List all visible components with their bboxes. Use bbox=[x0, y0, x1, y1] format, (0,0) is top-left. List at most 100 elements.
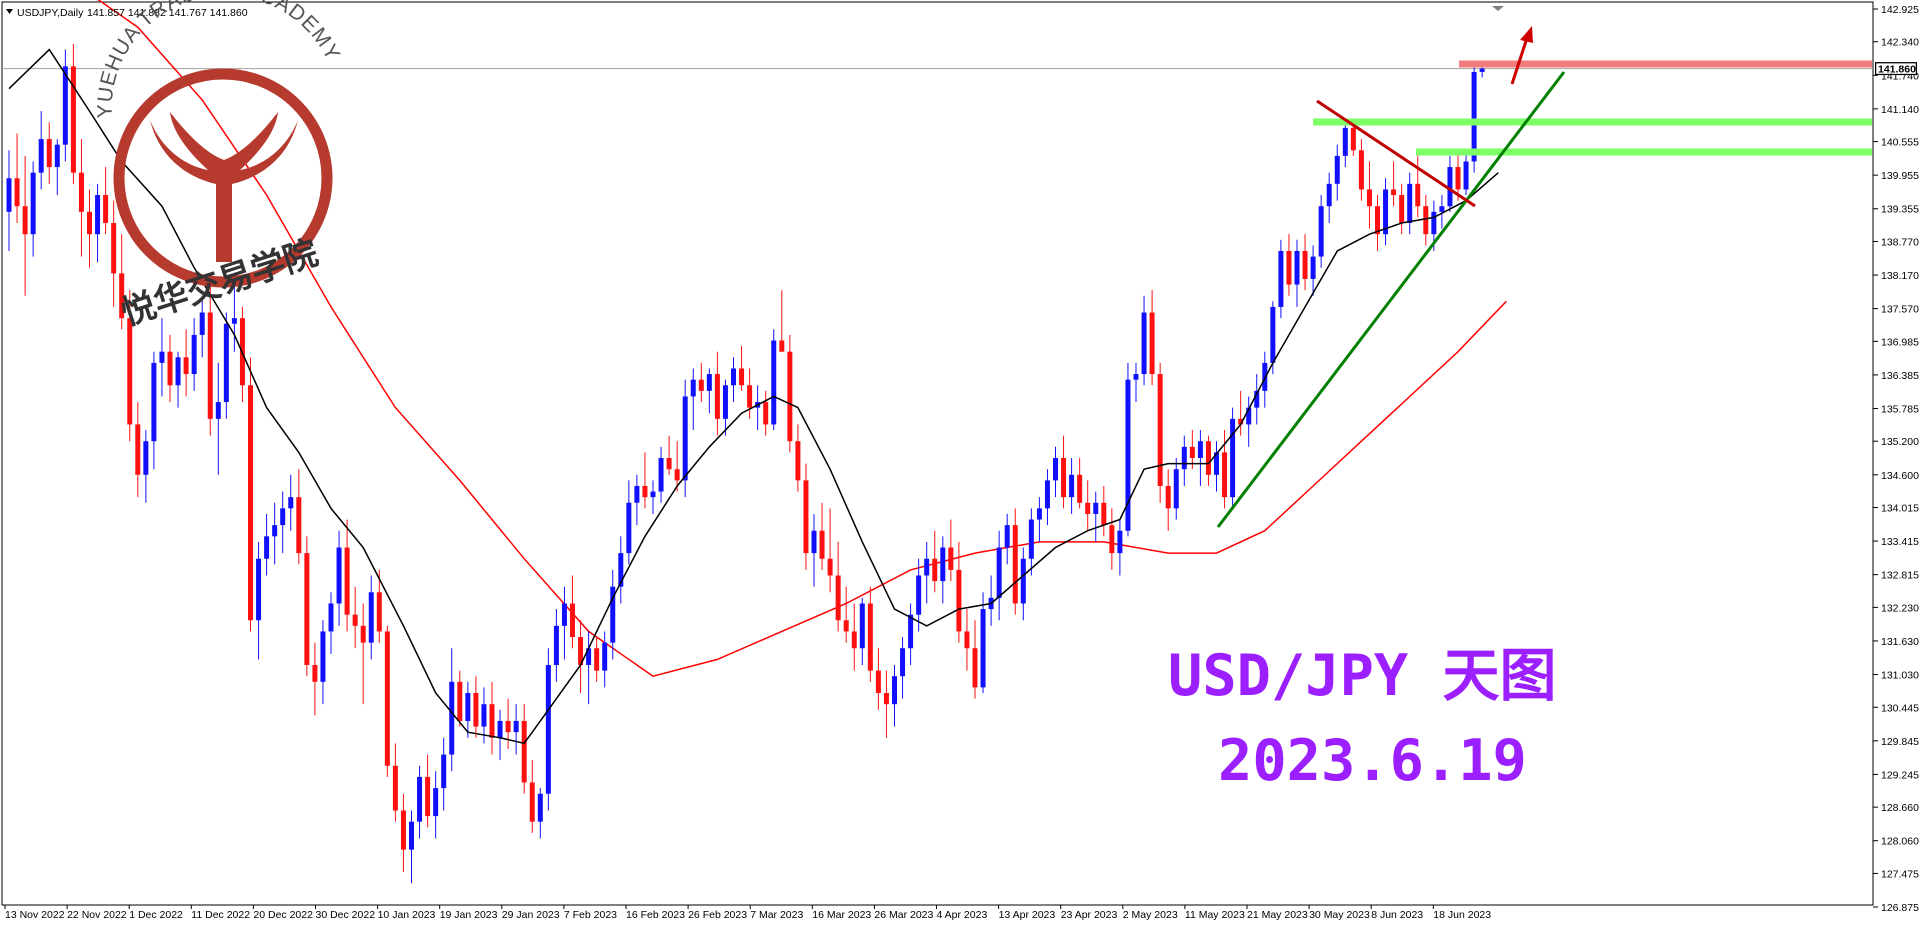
candle-bull bbox=[215, 402, 221, 419]
candle-bear bbox=[392, 765, 398, 811]
y-tick-label: 129.845 bbox=[1881, 736, 1919, 748]
y-tick-label: 142.340 bbox=[1881, 37, 1919, 49]
candle-bull bbox=[1197, 441, 1203, 458]
candle-bull bbox=[602, 642, 608, 671]
candle-bull bbox=[1004, 525, 1010, 548]
candle-bear bbox=[505, 720, 511, 733]
candle-bull bbox=[231, 318, 237, 324]
candle-bull bbox=[731, 368, 736, 386]
header-dropdown-icon[interactable] bbox=[6, 9, 13, 14]
candle-bull bbox=[1053, 458, 1058, 481]
candle-bear bbox=[376, 592, 382, 632]
candle-bull bbox=[336, 547, 342, 604]
candle-bull bbox=[513, 720, 519, 733]
candle-bear bbox=[457, 681, 463, 721]
candle-bear bbox=[70, 66, 76, 173]
candle-bear bbox=[1012, 525, 1018, 604]
candle-bear bbox=[489, 704, 495, 738]
candle-bull bbox=[54, 144, 60, 168]
candle-bear bbox=[1455, 167, 1461, 190]
candle-bull bbox=[1173, 469, 1179, 509]
downtrend-line[interactable] bbox=[1316, 99, 1476, 208]
candle-bull bbox=[811, 530, 817, 554]
candle-bear bbox=[1061, 458, 1067, 498]
candle-bull bbox=[1318, 206, 1324, 257]
current-price-label: 141.860 bbox=[1878, 64, 1916, 76]
candle-bear bbox=[425, 776, 431, 817]
candle-bear bbox=[1358, 150, 1364, 190]
candle-bull bbox=[1383, 189, 1389, 235]
candle-bear bbox=[843, 620, 849, 632]
x-tick-label: 7 Mar 2023 bbox=[750, 909, 803, 921]
x-tick-label: 13 Nov 2022 bbox=[5, 909, 65, 921]
logo-emblem bbox=[150, 112, 298, 262]
candle-bear bbox=[360, 625, 366, 643]
uptrend-line[interactable] bbox=[1216, 71, 1566, 528]
candle-bear bbox=[739, 368, 745, 386]
candle-bear bbox=[1222, 452, 1228, 498]
candle-bull bbox=[722, 385, 728, 419]
candle-bull bbox=[280, 508, 286, 526]
candle-bull bbox=[1036, 508, 1042, 520]
candle-bear bbox=[795, 441, 801, 481]
candle-bear bbox=[119, 273, 125, 319]
candle-bull bbox=[892, 676, 897, 705]
candle-bull bbox=[191, 334, 197, 375]
candle-bull bbox=[497, 720, 503, 738]
y-tick-label: 135.200 bbox=[1881, 436, 1919, 448]
y-tick-label: 128.660 bbox=[1881, 802, 1919, 814]
candle-bull bbox=[1069, 474, 1075, 498]
x-tick-label: 8 Jun 2023 bbox=[1371, 909, 1423, 921]
candle-bull bbox=[916, 575, 922, 615]
candle-bear bbox=[835, 575, 841, 621]
candle-bull bbox=[143, 441, 149, 475]
candle-bear bbox=[78, 172, 84, 212]
candle-bull bbox=[1230, 418, 1236, 498]
candle-bull bbox=[1278, 250, 1284, 307]
candle-bear bbox=[1302, 250, 1308, 279]
y-tick-label: 139.355 bbox=[1881, 204, 1919, 216]
candle-bull bbox=[320, 631, 326, 682]
candle-bear bbox=[304, 553, 310, 666]
x-tick-label: 18 Jun 2023 bbox=[1433, 909, 1491, 921]
candle-bull bbox=[328, 603, 334, 632]
candle-bear bbox=[1109, 525, 1115, 554]
y-tick-label: 134.600 bbox=[1881, 470, 1919, 482]
candle-bull bbox=[151, 362, 157, 442]
candle-bull bbox=[272, 525, 278, 537]
annotation-date: 2023.6.19 bbox=[1218, 728, 1527, 794]
candle-bull bbox=[175, 357, 181, 386]
logo-ring bbox=[113, 68, 333, 288]
candle-bull bbox=[1020, 558, 1026, 604]
candle-bear bbox=[948, 547, 954, 570]
annotation-title: USD/JPY 天图 bbox=[1168, 643, 1557, 709]
candle-bull bbox=[449, 681, 455, 755]
y-tick-label: 130.445 bbox=[1881, 702, 1919, 714]
y-tick-label: 133.415 bbox=[1881, 536, 1919, 548]
candle-bear bbox=[875, 670, 881, 693]
candle-bull bbox=[908, 614, 914, 649]
candle-bear bbox=[698, 379, 704, 391]
y-tick-label: 132.230 bbox=[1881, 602, 1919, 614]
candle-bear bbox=[956, 569, 962, 632]
ma-slow-path bbox=[97, 0, 1507, 678]
candle-bear bbox=[1157, 374, 1163, 486]
candle-bull bbox=[199, 312, 205, 335]
candle-bear bbox=[763, 402, 769, 425]
candle-bear bbox=[787, 351, 793, 442]
candle-bear bbox=[14, 178, 20, 207]
candle-bull bbox=[1141, 312, 1147, 375]
candle-bull bbox=[634, 485, 640, 503]
candle-bull bbox=[545, 665, 551, 794]
candle-bear bbox=[964, 631, 970, 649]
candle-bull bbox=[859, 603, 865, 649]
x-tick-label: 10 Jan 2023 bbox=[378, 909, 436, 921]
candle-bull bbox=[409, 821, 414, 850]
candle-bear bbox=[851, 631, 857, 649]
candle-bull bbox=[1463, 161, 1469, 190]
candle-bull bbox=[30, 172, 36, 235]
candle-bear bbox=[127, 318, 133, 425]
candle-bear bbox=[674, 469, 680, 481]
chart-header: USDJPY,Daily 141.857 141.882 141.767 141… bbox=[6, 7, 248, 19]
